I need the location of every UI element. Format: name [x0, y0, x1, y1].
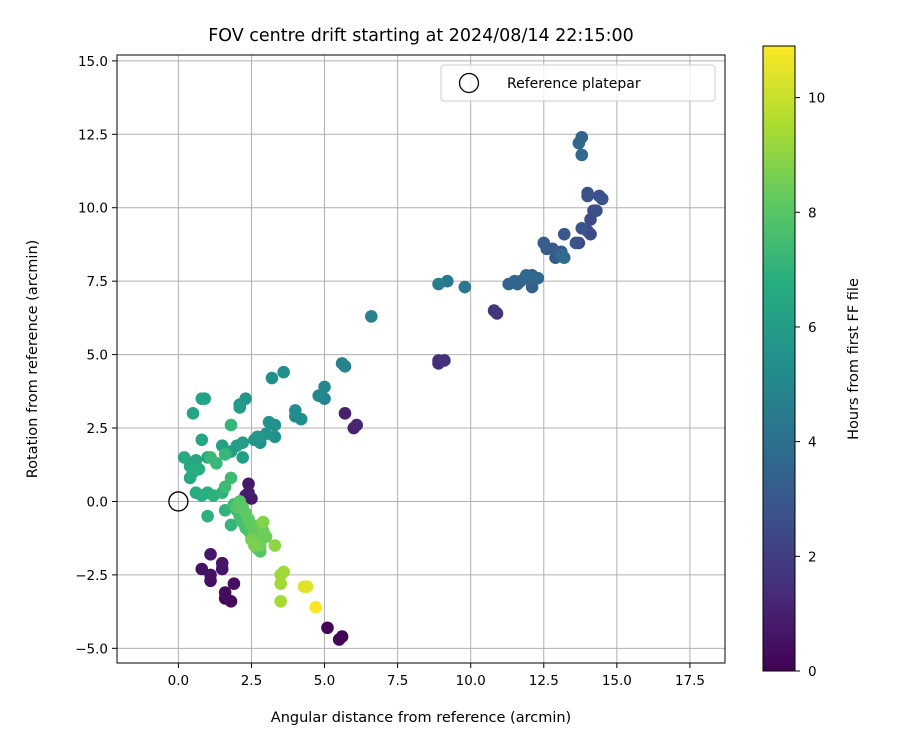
colorbar: 0 2 4 6 8 10 Hours from first FF file — [762, 45, 862, 680]
data-point — [251, 430, 264, 444]
chart-title: FOV centre drift starting at 2024/08/14 … — [208, 26, 634, 46]
data-point — [581, 189, 594, 203]
data-point — [590, 204, 603, 217]
data-point — [277, 565, 290, 579]
y-tick-label: 2.5 — [87, 421, 108, 437]
y-tick-label: 10.0 — [78, 201, 108, 217]
y-tick-label: 7.5 — [87, 274, 108, 290]
x-tick-label: 15.0 — [602, 673, 632, 689]
data-point — [575, 221, 589, 235]
data-point — [338, 407, 352, 420]
data-point — [236, 451, 249, 464]
data-point — [248, 539, 261, 552]
x-tick-label: 17.5 — [675, 673, 705, 689]
data-point — [224, 518, 238, 532]
y-tick-label: −2.5 — [75, 568, 108, 584]
y-tick-label: 0.0 — [87, 494, 108, 510]
data-point — [195, 433, 209, 447]
colorbar-tick-label: 10 — [808, 91, 825, 107]
data-point — [204, 548, 217, 561]
data-point — [490, 307, 504, 320]
data-point — [218, 448, 232, 461]
data-point — [233, 401, 247, 414]
y-tick-label: 12.5 — [78, 127, 108, 143]
data-point — [572, 136, 586, 150]
legend-box — [440, 64, 716, 102]
x-axis-label: Angular distance from reference (arcmin) — [271, 710, 571, 726]
plot-frame — [116, 54, 726, 664]
data-point — [432, 277, 445, 291]
data-point — [458, 280, 472, 294]
y-tick-label: −5.0 — [75, 641, 108, 657]
data-point — [192, 462, 206, 476]
grid-lines — [117, 55, 725, 663]
data-point — [177, 451, 191, 464]
data-point — [195, 392, 209, 405]
data-point — [595, 192, 609, 206]
y-axis-label: Rotation from reference (arcmin) — [25, 240, 41, 479]
data-point — [227, 577, 241, 590]
data-point — [531, 271, 545, 285]
x-tick-label: 7.5 — [387, 673, 408, 689]
data-point — [274, 595, 287, 608]
colorbar-tick-label: 4 — [808, 435, 817, 451]
data-point — [508, 274, 521, 288]
data-point — [438, 354, 451, 367]
legend-entry-label: Reference platepar — [507, 76, 641, 92]
data-point — [312, 389, 325, 403]
data-point — [265, 371, 279, 385]
legend-reference-marker — [458, 72, 480, 94]
data-point — [365, 310, 378, 323]
data-point — [224, 418, 238, 432]
data-point — [256, 515, 270, 529]
colorbar-ticks: 0 2 4 6 8 10 — [795, 91, 825, 680]
data-point — [335, 357, 349, 370]
data-point — [204, 568, 217, 582]
reference-marker-group — [168, 491, 189, 512]
data-point — [242, 477, 255, 491]
data-point — [575, 148, 589, 162]
data-points — [177, 130, 609, 646]
y-axis-ticks: −5.0 −2.5 0.0 2.5 5.0 7.5 10.0 12.5 15.0 — [75, 54, 117, 657]
data-point — [332, 633, 346, 646]
y-tick-label: 15.0 — [78, 54, 108, 70]
data-point — [569, 236, 583, 250]
data-point — [309, 600, 323, 614]
data-point — [294, 412, 308, 426]
data-point — [204, 451, 217, 464]
data-point — [557, 227, 571, 241]
data-point — [321, 621, 334, 635]
data-point — [262, 415, 276, 429]
legend: Reference platepar — [440, 64, 716, 102]
data-point — [537, 236, 551, 250]
reference-platepar-marker — [168, 491, 189, 512]
colorbar-tick-label: 2 — [808, 549, 817, 565]
data-point — [519, 268, 533, 282]
data-point — [277, 365, 290, 379]
data-point — [557, 251, 571, 264]
data-point — [186, 407, 200, 420]
x-tick-label: 10.0 — [456, 673, 486, 689]
data-point — [274, 577, 287, 590]
colorbar-tick-label: 6 — [808, 320, 817, 336]
data-point — [215, 556, 229, 570]
colorbar-tick-label: 0 — [808, 664, 817, 680]
x-tick-label: 2.5 — [241, 673, 262, 689]
data-point — [350, 418, 363, 432]
data-point — [268, 539, 282, 552]
x-tick-label: 5.0 — [314, 673, 335, 689]
data-point — [218, 480, 232, 494]
colorbar-gradient — [762, 45, 796, 672]
x-tick-label: 12.5 — [529, 673, 559, 689]
data-point — [201, 509, 214, 523]
data-point — [218, 586, 232, 599]
colorbar-label: Hours from first FF file — [846, 278, 862, 440]
y-tick-label: 5.0 — [87, 348, 108, 364]
data-point — [300, 580, 314, 593]
colorbar-tick-label: 8 — [808, 205, 817, 221]
x-axis-ticks: 0.0 2.5 5.0 7.5 10.0 12.5 15.0 17.5 — [168, 663, 705, 689]
x-tick-label: 0.0 — [168, 673, 189, 689]
